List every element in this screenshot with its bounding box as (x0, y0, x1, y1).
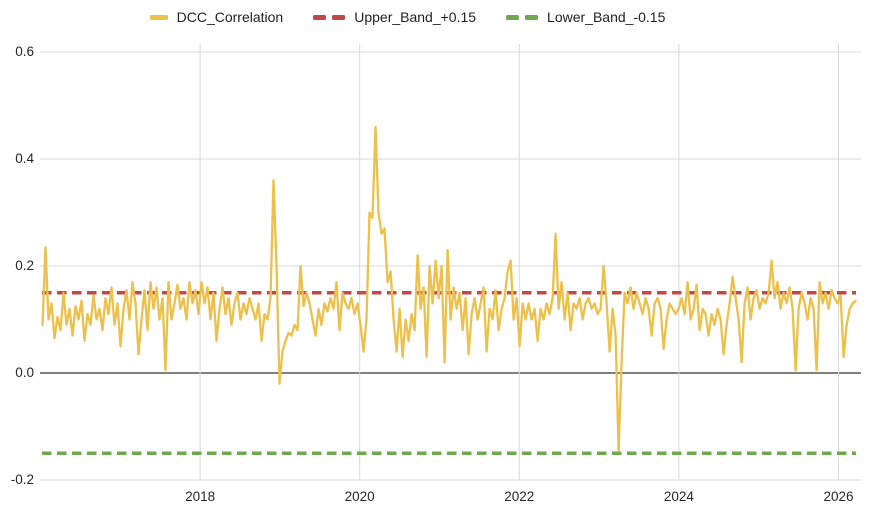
legend-item-upper-band: Upper_Band_+0.15 (313, 9, 476, 25)
x-tick-label: 2020 (344, 489, 375, 504)
legend: DCC_Correlation Upper_Band_+0.15 Lower_B… (0, 4, 843, 30)
y-tick-label: 0.2 (15, 258, 34, 273)
legend-label-lower-band: Lower_Band_-0.15 (547, 9, 666, 25)
legend-item-dcc-correlation: DCC_Correlation (149, 9, 284, 25)
y-tick-label: 0.6 (15, 44, 34, 59)
upper-band-dashed-swatch-icon (313, 14, 346, 20)
x-tick-label: 2018 (185, 489, 216, 504)
dcc-correlation-swatch-icon (149, 14, 168, 20)
legend-item-lower-band: Lower_Band_-0.15 (506, 9, 665, 25)
y-tick-label: 0.4 (15, 151, 34, 166)
x-tick-label: 2024 (663, 489, 694, 504)
legend-label-dcc-correlation: DCC_Correlation (176, 9, 284, 25)
dcc-correlation-series-line (41, 125, 857, 452)
legend-label-upper-band: Upper_Band_+0.15 (354, 9, 477, 25)
x-tick-label: 2026 (823, 489, 854, 504)
lower-band-dashed-swatch-icon (506, 14, 539, 20)
y-tick-label: 0.0 (15, 365, 34, 380)
x-tick-label: 2022 (504, 489, 535, 504)
y-tick-label: -0.2 (10, 472, 34, 487)
